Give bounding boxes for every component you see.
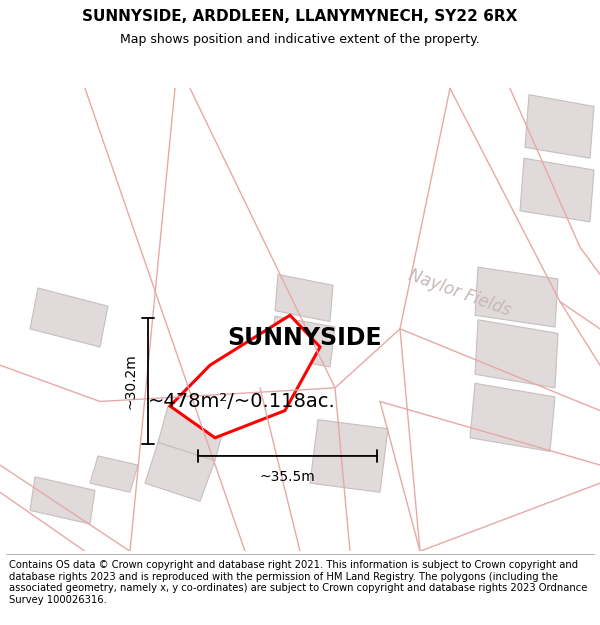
Polygon shape [145, 442, 215, 501]
Polygon shape [158, 406, 225, 461]
Polygon shape [475, 267, 558, 327]
Polygon shape [470, 383, 555, 451]
Text: SUNNYSIDE: SUNNYSIDE [227, 326, 382, 350]
Text: ~30.2m: ~30.2m [123, 353, 137, 409]
Text: Naylor Fields: Naylor Fields [406, 266, 514, 319]
Polygon shape [270, 316, 335, 367]
Polygon shape [30, 288, 108, 347]
Polygon shape [310, 419, 388, 492]
Text: SUNNYSIDE, ARDDLEEN, LLANYMYNECH, SY22 6RX: SUNNYSIDE, ARDDLEEN, LLANYMYNECH, SY22 6… [82, 9, 518, 24]
Text: ~478m²/~0.118ac.: ~478m²/~0.118ac. [148, 392, 336, 411]
Polygon shape [525, 95, 594, 158]
Polygon shape [520, 158, 594, 222]
Polygon shape [90, 456, 138, 493]
Polygon shape [475, 320, 558, 388]
Text: Contains OS data © Crown copyright and database right 2021. This information is : Contains OS data © Crown copyright and d… [9, 560, 587, 605]
Polygon shape [275, 274, 333, 322]
Polygon shape [30, 477, 95, 524]
Text: Map shows position and indicative extent of the property.: Map shows position and indicative extent… [120, 33, 480, 46]
Text: ~35.5m: ~35.5m [260, 469, 316, 484]
Polygon shape [170, 315, 320, 438]
